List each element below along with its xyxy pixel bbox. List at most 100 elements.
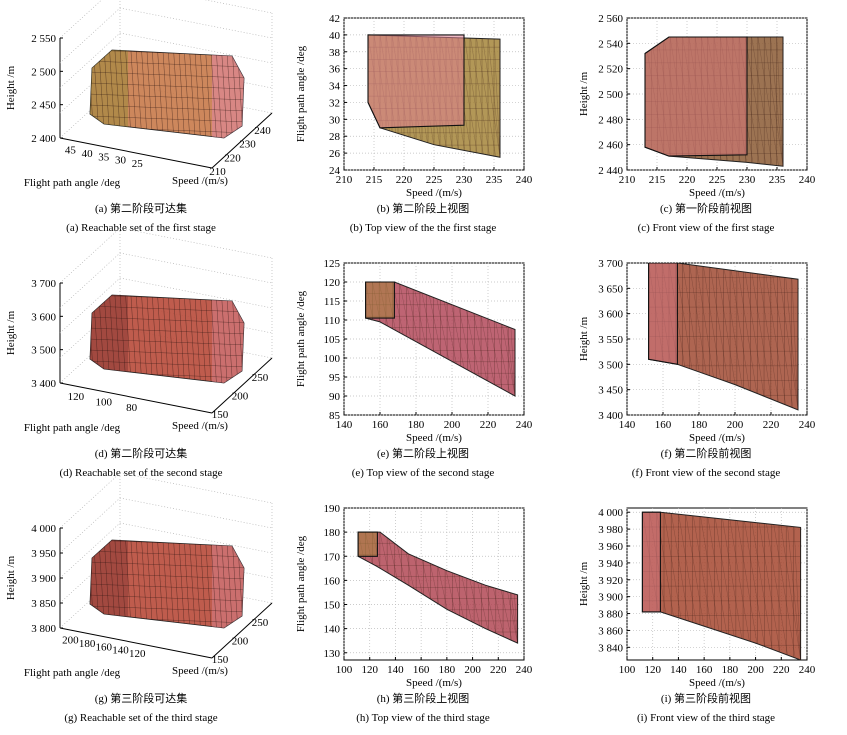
mesh-line bbox=[119, 50, 127, 138]
grid-line bbox=[119, 277, 273, 309]
y-tick-label: 3 650 bbox=[598, 283, 623, 295]
mesh-line bbox=[157, 50, 164, 138]
reachable-set-surface bbox=[89, 49, 245, 139]
mesh-line bbox=[210, 540, 217, 628]
mesh-line bbox=[135, 50, 143, 138]
mesh-line bbox=[189, 295, 196, 383]
y-tick-label: 2 440 bbox=[598, 165, 623, 177]
mesh-line bbox=[226, 50, 233, 138]
x-tick-label: 160 bbox=[413, 664, 430, 676]
mesh-line bbox=[221, 295, 228, 383]
mesh-line bbox=[231, 540, 239, 628]
mesh-line bbox=[90, 382, 244, 383]
y-axis-label: Flight path angle /deg bbox=[295, 290, 307, 387]
x-tick-label: 200 bbox=[444, 419, 461, 431]
mesh-line bbox=[194, 540, 201, 628]
x-tick-label: 100 bbox=[619, 664, 636, 676]
x-tick-label: 215 bbox=[649, 174, 666, 186]
mesh-line bbox=[90, 338, 244, 346]
x-tick-label: 240 bbox=[516, 419, 533, 431]
mesh-line bbox=[90, 550, 244, 558]
caption-zh-b: (b) 第二阶段上视图 bbox=[376, 203, 470, 215]
y-tick-label: 130 bbox=[324, 648, 341, 660]
z-tick-label: 3 950 bbox=[31, 548, 56, 560]
mesh-line bbox=[189, 50, 196, 138]
y-tick-label: 30 bbox=[115, 155, 127, 167]
mesh-line bbox=[226, 295, 233, 383]
y-axis-label: Flight path angle /deg bbox=[295, 45, 307, 142]
mesh-line bbox=[178, 50, 185, 138]
caption-en-f: (f) Front view of the second stage bbox=[631, 467, 781, 479]
y-axis-label: Flight path angle /deg bbox=[24, 177, 121, 189]
x-tick-label: 240 bbox=[799, 419, 816, 431]
y-tick-label: 120 bbox=[68, 391, 85, 403]
y-tick-label: 42 bbox=[329, 13, 340, 25]
y-tick-label: 140 bbox=[324, 624, 341, 636]
grid-line bbox=[119, 522, 273, 554]
mesh-line bbox=[119, 295, 127, 383]
panel-g: 3 800 3 850 3 900 3 950 4 000 150 200 250 200 180… bbox=[0, 472, 282, 735]
x-tick-label: 210 bbox=[336, 174, 353, 186]
y-tick-label: 105 bbox=[324, 334, 341, 346]
mesh-line bbox=[90, 82, 244, 90]
mesh-line bbox=[167, 295, 175, 383]
x-tick-label: 240 bbox=[799, 174, 816, 186]
x-tick-label: 200 bbox=[464, 664, 481, 676]
x-tick-label: 215 bbox=[366, 174, 383, 186]
y-tick-label: 3 860 bbox=[598, 625, 623, 637]
mesh-line bbox=[199, 295, 207, 383]
x-tick-label: 235 bbox=[486, 174, 503, 186]
mesh-line bbox=[125, 540, 132, 628]
caption-zh-d: (d) 第二阶段可达集 bbox=[94, 448, 188, 460]
x-axis-label: Speed /(m/s) bbox=[689, 187, 745, 199]
axis-line bbox=[59, 382, 213, 414]
chart-e: 140 160 180 200 220 240 85 90 95 100 105 110 115 120 1… bbox=[295, 258, 533, 444]
grid-line bbox=[59, 0, 102, 39]
axis-line bbox=[211, 112, 273, 169]
z-tick-label: 3 400 bbox=[31, 378, 56, 390]
region-group bbox=[644, 36, 784, 167]
mesh-line bbox=[146, 540, 153, 628]
panel-f: 140 160 180 200 220 240 3 400 3 450 3 500 3 550 3 … bbox=[565, 245, 847, 490]
x-axis-label: Speed /(m/s) bbox=[172, 175, 228, 187]
x-tick-label: 180 bbox=[722, 664, 739, 676]
y-tick-label: 32 bbox=[329, 97, 340, 109]
x-tick-label: 225 bbox=[426, 174, 443, 186]
y-tick-label: 180 bbox=[324, 527, 341, 539]
panel-d: 3 400 3 500 3 600 3 700 150 200 250 120 100 80 Hei… bbox=[0, 227, 282, 490]
axis-line bbox=[211, 602, 273, 659]
caption-zh-e: (e) 第二阶段上视图 bbox=[377, 448, 469, 460]
x-tick-label: 200 bbox=[727, 419, 744, 431]
axis-line bbox=[59, 627, 213, 659]
reachable-region-inner bbox=[648, 263, 678, 365]
caption-zh-g: (g) 第三阶段可达集 bbox=[94, 693, 188, 705]
x-tick-label: 210 bbox=[209, 166, 226, 178]
x-axis-label: Speed /(m/s) bbox=[406, 677, 462, 689]
y-tick-label: 2 560 bbox=[598, 13, 623, 25]
y-tick-label: 3 600 bbox=[598, 309, 623, 321]
caption-zh-f: (f) 第二阶段前视图 bbox=[660, 448, 752, 460]
z-tick-label: 4 000 bbox=[31, 523, 56, 535]
mesh-line bbox=[90, 583, 244, 591]
mesh-line bbox=[125, 295, 132, 383]
chart-c: 210 215 220 225 230 235 240 2 440 2 460 2 480 2 50… bbox=[578, 13, 816, 199]
x-tick-label: 120 bbox=[644, 664, 661, 676]
panel-b: 210 215 220 225 230 235 240 24 26 28 30 32 34 36 38 40 4… bbox=[282, 0, 564, 245]
mesh-line bbox=[90, 327, 244, 335]
mesh-line bbox=[141, 50, 148, 138]
mesh-line bbox=[167, 540, 175, 628]
mesh-line bbox=[167, 50, 175, 138]
y-tick-label: 125 bbox=[324, 258, 341, 270]
y-tick-label: 90 bbox=[329, 391, 341, 403]
y-tick-label: 80 bbox=[126, 402, 138, 414]
x-tick-label: 150 bbox=[212, 654, 229, 666]
x-tick-label: 180 bbox=[439, 664, 456, 676]
x-tick-label: 160 bbox=[372, 419, 389, 431]
x-tick-label: 180 bbox=[691, 419, 708, 431]
y-tick-label: 38 bbox=[329, 47, 341, 59]
x-tick-label: 250 bbox=[252, 372, 269, 384]
z-tick-label: 2 450 bbox=[31, 100, 56, 112]
mesh-line bbox=[178, 540, 185, 628]
